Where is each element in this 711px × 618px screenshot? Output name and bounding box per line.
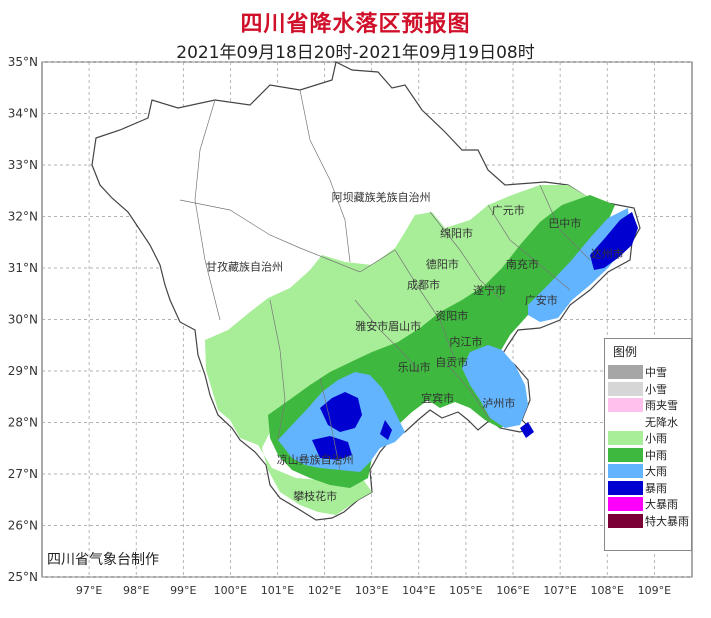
lon-tick-label: 102°E	[308, 584, 341, 597]
place-label: 甘孜藏族自治州	[206, 260, 283, 274]
lon-tick-label: 101°E	[261, 584, 294, 597]
place-label: 攀枝花市	[293, 489, 337, 503]
legend: 图例 中雪小雪雨夹雪无降水小雨中雨大雨暴雨大暴雨特大暴雨	[604, 338, 692, 551]
legend-item: 无降水	[608, 414, 691, 431]
lon-tick-label: 108°E	[590, 584, 623, 597]
lon-tick-label: 104°E	[402, 584, 435, 597]
place-label: 乐山市	[398, 360, 431, 374]
lon-tick-label: 109°E	[638, 584, 671, 597]
credit-text: 四川省气象台制作	[47, 552, 159, 568]
lon-tick-label: 100°E	[214, 584, 247, 597]
map-subtitle: 2021年09月18日20时-2021年09月19日08时	[176, 43, 535, 63]
legend-items: 中雪小雪雨夹雪无降水小雨中雨大雨暴雨大暴雨特大暴雨	[605, 364, 691, 529]
legend-swatch	[608, 447, 643, 462]
legend-label: 大雨	[645, 465, 667, 479]
heavy-rain-area	[278, 208, 630, 472]
legend-label: 暴雨	[645, 481, 667, 495]
place-label: 凉山彝族自治州	[277, 453, 354, 467]
place-label: 资阳市	[435, 309, 468, 323]
lat-tick-label: 30°N	[8, 313, 38, 327]
legend-item: 雨夹雪	[608, 397, 691, 414]
legend-swatch	[608, 431, 643, 446]
legend-swatch	[608, 365, 643, 380]
place-label: 眉山市	[388, 319, 421, 333]
lat-tick-label: 28°N	[8, 416, 38, 430]
legend-item: 小雨	[608, 430, 691, 447]
legend-title: 图例	[613, 345, 638, 359]
legend-label: 雨夹雪	[645, 399, 678, 413]
map-title: 四川省降水落区预报图	[240, 12, 471, 37]
legend-item: 小雪	[608, 381, 691, 398]
lat-tick-label: 27°N	[8, 467, 38, 481]
legend-item: 中雪	[608, 364, 691, 381]
legend-item: 特大暴雨	[608, 513, 691, 530]
place-label: 遂宁市	[473, 283, 506, 297]
legend-swatch	[608, 480, 643, 495]
place-label: 巴中市	[548, 216, 581, 230]
place-label: 德阳市	[426, 257, 459, 271]
legend-item: 大雨	[608, 463, 691, 480]
lat-tick-label: 35°N	[8, 55, 38, 69]
legend-label: 中雨	[645, 448, 667, 462]
lon-tick-label: 106°E	[496, 584, 529, 597]
place-label: 达州市	[591, 247, 624, 261]
place-label: 阿坝藏族羌族自治州	[332, 190, 431, 204]
place-label: 内江市	[449, 334, 482, 348]
place-label: 广安市	[525, 293, 558, 307]
lon-tick-label: 107°E	[543, 584, 576, 597]
lon-tick-label: 103°E	[355, 584, 388, 597]
legend-swatch	[608, 497, 643, 512]
legend-label: 无降水	[645, 415, 678, 429]
lon-tick-label: 99°E	[170, 584, 196, 597]
legend-label: 中雪	[645, 366, 667, 380]
legend-swatch	[608, 381, 643, 396]
legend-swatch	[608, 398, 643, 413]
prefecture-boundaries	[179, 89, 591, 471]
legend-label: 大暴雨	[645, 498, 678, 512]
lon-tick-label: 97°E	[76, 584, 102, 597]
legend-swatch	[608, 414, 643, 429]
legend-item: 中雨	[608, 447, 691, 464]
place-label: 泸州市	[482, 396, 515, 410]
legend-item: 大暴雨	[608, 496, 691, 513]
lat-tick-label: 25°N	[8, 570, 38, 584]
legend-label: 小雨	[645, 432, 667, 446]
place-label: 宜宾市	[421, 391, 454, 405]
place-label: 绵阳市	[440, 226, 473, 240]
legend-label: 小雪	[645, 382, 667, 396]
place-label: 成都市	[407, 278, 440, 292]
legend-label: 特大暴雨	[645, 514, 689, 528]
lat-tick-label: 31°N	[8, 261, 38, 275]
lat-tick-label: 34°N	[8, 107, 38, 121]
legend-swatch	[608, 464, 643, 479]
lat-tick-label: 26°N	[8, 519, 38, 533]
place-label: 南充市	[506, 257, 539, 271]
legend-swatch	[608, 513, 643, 528]
legend-item: 暴雨	[608, 480, 691, 497]
lat-tick-label: 33°N	[8, 158, 38, 172]
lat-tick-label: 32°N	[8, 210, 38, 224]
place-label: 广元市	[492, 203, 525, 217]
place-label: 雅安市	[355, 319, 388, 333]
lon-tick-label: 98°E	[123, 584, 149, 597]
lon-tick-label: 105°E	[449, 584, 482, 597]
province-area	[91, 61, 641, 521]
place-label: 自贡市	[435, 355, 468, 369]
lat-tick-label: 29°N	[8, 364, 38, 378]
